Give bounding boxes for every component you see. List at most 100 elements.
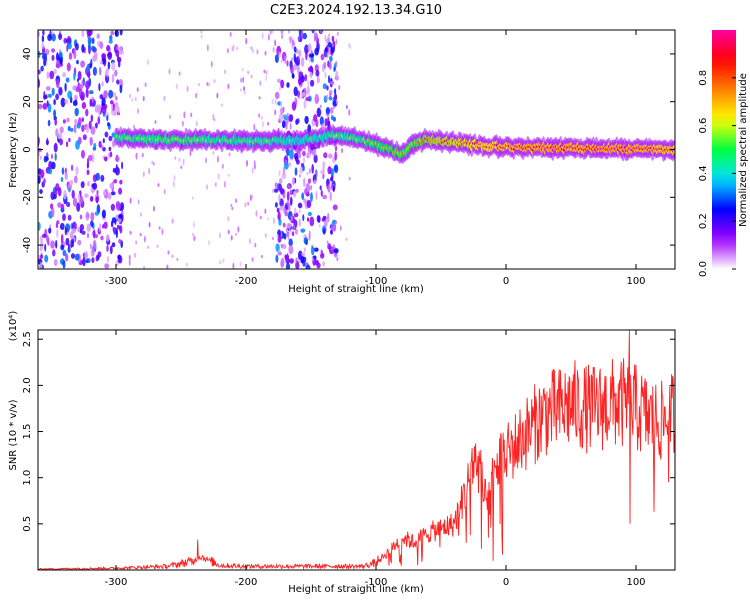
x-tick-label: 100: [626, 276, 645, 287]
noise-mark: [308, 234, 311, 241]
noise-mark: [315, 93, 318, 99]
noise-mark: [143, 235, 146, 243]
noise-mark: [51, 48, 56, 53]
noise-mark: [101, 209, 106, 219]
noise-mark: [279, 198, 284, 208]
noise-mark: [216, 155, 219, 163]
noise-mark: [47, 93, 52, 98]
noise-mark: [57, 187, 62, 197]
noise-mark: [281, 173, 287, 180]
noise-mark: [58, 86, 63, 96]
noise-mark: [56, 228, 59, 238]
noise-mark: [237, 226, 240, 233]
noise-mark: [324, 118, 328, 127]
noise-mark: [119, 202, 125, 211]
noise-mark: [251, 194, 254, 199]
noise-mark: [98, 83, 101, 92]
noise-mark: [101, 105, 107, 115]
noise-mark: [38, 103, 43, 110]
noise-mark: [67, 90, 73, 100]
noise-mark: [180, 165, 183, 169]
snr-plot-area: [38, 330, 675, 570]
noise-mark: [206, 82, 209, 86]
noise-mark: [59, 51, 63, 58]
noise-mark: [329, 93, 332, 98]
noise-mark: [40, 254, 44, 259]
noise-mark: [277, 78, 281, 84]
noise-mark: [103, 221, 108, 229]
noise-mark: [298, 218, 301, 228]
noise-mark: [46, 86, 51, 91]
noise-mark: [93, 51, 98, 59]
noise-mark: [333, 248, 339, 254]
noise-mark: [246, 159, 248, 167]
noise-mark: [75, 166, 79, 176]
noise-mark: [289, 258, 294, 264]
noise-mark: [39, 246, 43, 252]
snr-y-ticks: 0.5 1.0 1.5 2.0 2.5: [22, 331, 675, 532]
noise-mark: [285, 159, 288, 164]
noise-mark: [77, 239, 82, 246]
noise-mark: [265, 74, 268, 82]
noise-mark: [73, 94, 78, 100]
noise-mark: [169, 114, 171, 120]
noise-mark: [80, 95, 84, 100]
noise-mark: [54, 118, 57, 126]
noise-mark: [302, 150, 306, 157]
noise-mark: [292, 64, 298, 71]
noise-mark: [315, 69, 320, 77]
noise-mark: [153, 205, 155, 212]
noise-mark: [314, 149, 317, 157]
noise-mark: [89, 243, 92, 250]
noise-mark: [70, 164, 74, 171]
noise-mark: [280, 243, 283, 248]
noise-mark: [298, 250, 303, 260]
noise-mark: [245, 37, 248, 45]
noise-mark: [305, 96, 311, 102]
noise-mark: [90, 212, 95, 222]
noise-mark: [271, 30, 274, 34]
noise-mark: [129, 93, 131, 99]
noise-mark: [285, 227, 288, 233]
noise-mark: [190, 112, 193, 118]
noise-mark: [141, 152, 144, 158]
noise-mark: [216, 92, 219, 99]
noise-mark: [283, 233, 287, 240]
noise-mark: [102, 224, 105, 229]
noise-mark: [306, 172, 309, 176]
noise-mark: [38, 69, 41, 75]
snr-x-label: Height of straight line (km): [288, 584, 424, 595]
noise-mark: [250, 74, 253, 79]
spectrogram-y-ticks: -40 -20 0 20 40: [22, 48, 675, 253]
noise-mark: [277, 251, 283, 256]
colorbar-tick-label: 0.8: [698, 70, 709, 86]
noise-mark: [287, 184, 290, 188]
noise-mark: [104, 156, 108, 162]
noise-mark: [53, 258, 58, 267]
noise-mark: [106, 69, 109, 78]
colorbar-label: Normalized spectral amplitude: [738, 73, 749, 227]
noise-mark: [74, 175, 78, 184]
noise-mark: [128, 255, 131, 260]
noise-mark: [334, 151, 338, 161]
noise-mark: [54, 152, 57, 161]
noise-mark: [114, 156, 120, 162]
noise-mark: [55, 239, 58, 249]
noise-mark: [301, 192, 305, 200]
noise-mark: [111, 242, 116, 248]
noise-mark: [282, 106, 285, 113]
noise-mark: [293, 41, 296, 47]
noise-mark: [303, 177, 306, 187]
noise-mark: [89, 30, 93, 36]
noise-mark: [109, 151, 113, 158]
noise-mark: [324, 34, 327, 42]
noise-mark: [46, 137, 49, 146]
noise-mark: [178, 157, 181, 162]
noise-mark: [76, 59, 79, 65]
noise-mark: [305, 50, 308, 61]
noise-mark: [330, 229, 333, 235]
noise-mark: [326, 240, 329, 245]
noise-mark: [102, 138, 105, 144]
noise-mark: [288, 161, 292, 167]
noise-mark: [39, 189, 43, 194]
